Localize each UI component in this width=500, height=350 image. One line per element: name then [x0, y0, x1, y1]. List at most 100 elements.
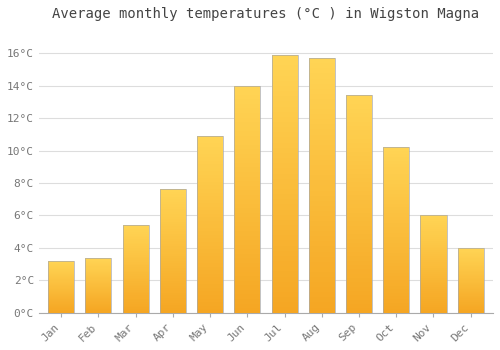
- Bar: [122, 279, 148, 281]
- Bar: [122, 267, 148, 269]
- Bar: [160, 199, 186, 202]
- Bar: [234, 267, 260, 272]
- Bar: [383, 164, 409, 167]
- Bar: [308, 226, 335, 231]
- Bar: [234, 240, 260, 245]
- Bar: [48, 288, 74, 289]
- Bar: [197, 147, 223, 150]
- Bar: [420, 258, 446, 260]
- Bar: [272, 210, 297, 215]
- Bar: [383, 270, 409, 273]
- Bar: [308, 170, 335, 175]
- Bar: [420, 289, 446, 291]
- Bar: [346, 178, 372, 182]
- Bar: [234, 108, 260, 113]
- Bar: [197, 235, 223, 238]
- Bar: [234, 86, 260, 90]
- Bar: [234, 263, 260, 267]
- Bar: [272, 178, 297, 184]
- Bar: [420, 264, 446, 266]
- Bar: [122, 241, 148, 243]
- Bar: [160, 222, 186, 224]
- Bar: [86, 285, 112, 286]
- Bar: [86, 302, 112, 303]
- Bar: [197, 193, 223, 196]
- Bar: [86, 310, 112, 312]
- Bar: [420, 233, 446, 235]
- Bar: [86, 283, 112, 284]
- Bar: [197, 256, 223, 260]
- Bar: [420, 260, 446, 262]
- Bar: [383, 227, 409, 230]
- Bar: [272, 153, 297, 158]
- Bar: [122, 274, 148, 276]
- Bar: [383, 223, 409, 227]
- Bar: [458, 261, 483, 262]
- Bar: [234, 258, 260, 263]
- Bar: [197, 299, 223, 302]
- Bar: [420, 274, 446, 276]
- Bar: [308, 216, 335, 221]
- Bar: [308, 165, 335, 170]
- Bar: [308, 282, 335, 287]
- Bar: [234, 99, 260, 104]
- Bar: [160, 300, 186, 303]
- Bar: [308, 140, 335, 145]
- Bar: [272, 112, 297, 117]
- Bar: [86, 278, 112, 279]
- Bar: [346, 230, 372, 235]
- Bar: [420, 287, 446, 289]
- Bar: [458, 248, 483, 249]
- Bar: [346, 117, 372, 121]
- Bar: [458, 293, 483, 294]
- Bar: [197, 168, 223, 172]
- Bar: [272, 251, 297, 256]
- Bar: [346, 96, 372, 100]
- Bar: [160, 266, 186, 268]
- Bar: [48, 261, 74, 262]
- Bar: [346, 247, 372, 252]
- Bar: [272, 91, 297, 96]
- Bar: [197, 221, 223, 224]
- Bar: [308, 186, 335, 190]
- Bar: [122, 225, 148, 313]
- Bar: [234, 163, 260, 167]
- Bar: [48, 269, 74, 270]
- Bar: [308, 180, 335, 186]
- Bar: [160, 241, 186, 244]
- Bar: [122, 302, 148, 304]
- Bar: [48, 299, 74, 300]
- Bar: [48, 303, 74, 304]
- Bar: [86, 268, 112, 270]
- Bar: [272, 96, 297, 102]
- Bar: [420, 215, 446, 313]
- Bar: [48, 284, 74, 285]
- Bar: [160, 276, 186, 278]
- Bar: [197, 231, 223, 235]
- Bar: [272, 163, 297, 168]
- Bar: [420, 307, 446, 309]
- Bar: [346, 274, 372, 278]
- Bar: [458, 312, 483, 313]
- Bar: [346, 222, 372, 226]
- Bar: [346, 182, 372, 187]
- Bar: [346, 187, 372, 191]
- Bar: [86, 304, 112, 305]
- Bar: [346, 208, 372, 213]
- Bar: [122, 300, 148, 302]
- Bar: [122, 311, 148, 313]
- Bar: [86, 261, 112, 262]
- Bar: [383, 276, 409, 280]
- Bar: [272, 246, 297, 251]
- Bar: [346, 165, 372, 169]
- Bar: [308, 211, 335, 216]
- Bar: [308, 84, 335, 89]
- Bar: [383, 207, 409, 210]
- Bar: [272, 127, 297, 132]
- Bar: [458, 301, 483, 302]
- Bar: [383, 217, 409, 220]
- Bar: [160, 239, 186, 241]
- Bar: [234, 122, 260, 127]
- Bar: [48, 275, 74, 276]
- Bar: [160, 231, 186, 234]
